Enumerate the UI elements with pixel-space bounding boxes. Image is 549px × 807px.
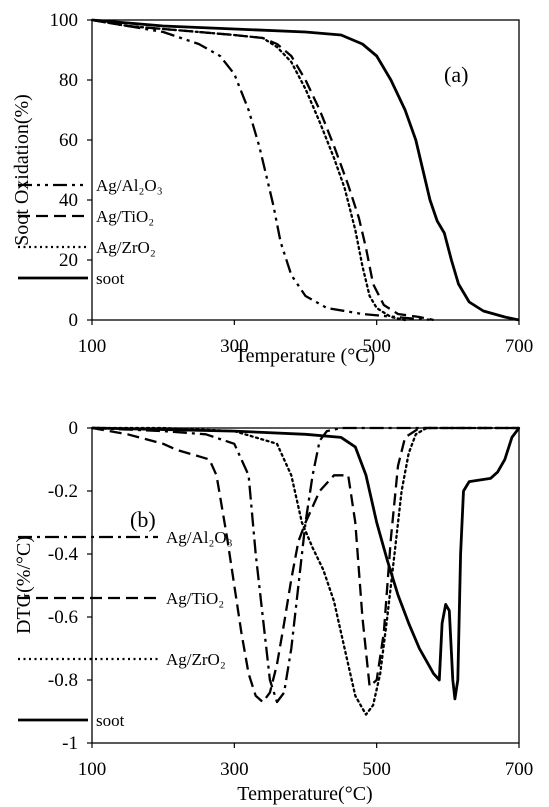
legend-label-2: Ag/ZrO₂ bbox=[166, 650, 226, 669]
x-axis-label: Temperature(°C) bbox=[237, 783, 372, 805]
legend-label-3: soot bbox=[96, 269, 125, 288]
y-tick-label: -0.2 bbox=[48, 481, 78, 502]
legend-label-2: Ag/ZrO₂ bbox=[96, 238, 156, 257]
y-tick-label: -0.6 bbox=[48, 607, 78, 628]
x-tick-label: 500 bbox=[362, 336, 391, 357]
y-tick-label: -0.8 bbox=[48, 670, 78, 691]
x-tick-label: 300 bbox=[220, 336, 249, 357]
y-tick-label: 0 bbox=[69, 310, 79, 331]
y-tick-label: -0.4 bbox=[48, 544, 79, 565]
series-line-2 bbox=[90, 426, 521, 716]
x-tick-label: 700 bbox=[505, 759, 534, 780]
plot-area bbox=[91, 427, 520, 744]
series-line-1 bbox=[91, 18, 434, 322]
legend-label-1: Ag/TiO₂ bbox=[166, 589, 224, 608]
plot-area bbox=[91, 19, 520, 321]
panel-label: (a) bbox=[444, 62, 468, 87]
y-tick-label: 20 bbox=[59, 250, 78, 271]
y-axis-label: DTG(%/°C) bbox=[13, 536, 35, 634]
y-tick-label: 80 bbox=[59, 70, 78, 91]
x-tick-label: 100 bbox=[78, 336, 107, 357]
series-line-0 bbox=[91, 426, 519, 704]
y-tick-label: 60 bbox=[59, 130, 78, 151]
panel-a: 0 20 40 60 80 100 100 300 500 700 Temperature (°C)… bbox=[11, 10, 533, 367]
panel-label: (b) bbox=[130, 507, 156, 532]
x-tick-label: 500 bbox=[362, 759, 391, 780]
series-line-0 bbox=[91, 18, 434, 322]
legend-label-1: Ag/TiO₂ bbox=[96, 207, 154, 226]
y-axis-label: Soot Oxidation(%) bbox=[11, 94, 33, 246]
legend-label-0: Ag/Al₂O₃ bbox=[166, 528, 233, 547]
y-tick-label: 0 bbox=[69, 418, 79, 439]
x-tick-label: 100 bbox=[78, 759, 107, 780]
y-tick-label: 40 bbox=[59, 190, 78, 211]
x-axis-label: Temperature (°C) bbox=[235, 345, 375, 367]
legend-label-0: Ag/Al₂O₃ bbox=[96, 176, 163, 195]
y-tick-label: 100 bbox=[50, 10, 79, 31]
series-line-3 bbox=[91, 426, 521, 701]
y-tick-label: -1 bbox=[62, 733, 78, 754]
x-tick-label: 300 bbox=[220, 759, 249, 780]
legend-label-3: soot bbox=[96, 711, 125, 730]
series-line-1 bbox=[91, 426, 519, 704]
series-line-3 bbox=[91, 18, 520, 322]
x-tick-label: 700 bbox=[505, 336, 534, 357]
series-line-2 bbox=[90, 18, 407, 322]
